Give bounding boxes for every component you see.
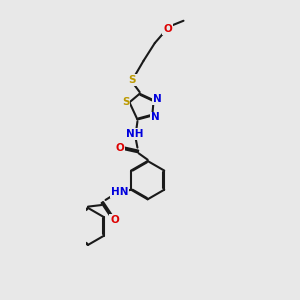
Text: HN: HN: [111, 187, 129, 197]
Text: O: O: [163, 24, 172, 34]
Text: N: N: [153, 94, 162, 104]
Text: S: S: [122, 97, 129, 107]
Text: O: O: [116, 143, 124, 153]
Text: S: S: [129, 75, 136, 85]
Text: NH: NH: [126, 129, 144, 139]
Text: N: N: [151, 112, 160, 122]
Text: O: O: [110, 215, 119, 225]
